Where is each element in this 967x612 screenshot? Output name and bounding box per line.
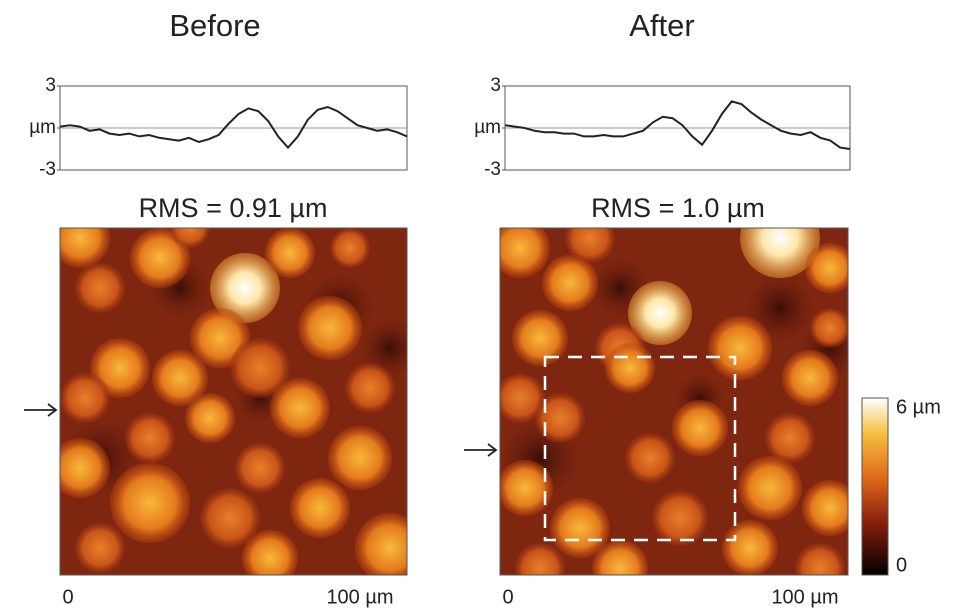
grain bbox=[802, 480, 848, 536]
grain bbox=[60, 373, 110, 423]
grain bbox=[328, 426, 392, 490]
grain bbox=[60, 228, 110, 268]
x-end-label: 100 µm bbox=[771, 586, 838, 608]
grain bbox=[708, 316, 772, 380]
grain bbox=[782, 350, 838, 406]
grain bbox=[265, 228, 315, 278]
x-start-label: 0 bbox=[502, 586, 513, 608]
grain bbox=[542, 255, 598, 311]
grain bbox=[185, 393, 235, 443]
grain bbox=[625, 433, 675, 483]
colorbar-max: 6 µm bbox=[896, 396, 941, 418]
grain bbox=[592, 540, 648, 575]
grain bbox=[628, 281, 692, 345]
grain bbox=[75, 523, 125, 573]
shadow bbox=[360, 318, 407, 378]
grain bbox=[805, 243, 848, 293]
grain bbox=[130, 228, 190, 288]
grain bbox=[535, 393, 585, 443]
grain bbox=[740, 228, 820, 278]
colorbar bbox=[861, 397, 889, 576]
afm-image bbox=[500, 228, 848, 575]
grain bbox=[652, 490, 708, 546]
rms-label: RMS = 0.91 µm bbox=[139, 193, 328, 223]
y-tick-label: -3 bbox=[39, 159, 56, 180]
grain bbox=[110, 463, 190, 543]
afm-image bbox=[60, 228, 407, 575]
grain bbox=[550, 498, 610, 558]
grain bbox=[345, 363, 395, 413]
grain bbox=[355, 513, 407, 575]
grain bbox=[500, 228, 550, 278]
y-tick-label: µm bbox=[474, 117, 501, 138]
colorbar-min: 0 bbox=[896, 554, 907, 576]
grain bbox=[290, 478, 350, 538]
rms-label: RMS = 1.0 µm bbox=[591, 193, 765, 223]
grain bbox=[152, 350, 208, 406]
grain bbox=[765, 413, 815, 463]
y-tick-label: 3 bbox=[45, 75, 56, 96]
grain bbox=[515, 543, 565, 575]
grain bbox=[60, 438, 110, 498]
grain bbox=[722, 520, 778, 575]
grain bbox=[500, 460, 553, 516]
grain bbox=[330, 228, 370, 268]
grain bbox=[565, 228, 615, 263]
grain bbox=[810, 308, 848, 348]
grain bbox=[298, 296, 362, 360]
grain bbox=[512, 310, 568, 366]
grain bbox=[500, 373, 545, 423]
grain bbox=[738, 456, 802, 520]
y-tick-label: µm bbox=[29, 117, 56, 138]
panel-title: Before bbox=[169, 8, 260, 43]
x-start-label: 0 bbox=[62, 586, 73, 608]
grain bbox=[200, 488, 260, 548]
image-frame bbox=[499, 227, 849, 576]
y-tick-label: 3 bbox=[490, 75, 501, 96]
dashed-region bbox=[543, 355, 737, 542]
grain bbox=[235, 443, 285, 493]
grain bbox=[242, 530, 298, 575]
grain bbox=[270, 378, 330, 438]
grain bbox=[605, 343, 655, 393]
image-frame bbox=[59, 227, 408, 576]
profile-line bbox=[504, 100, 851, 150]
panel-title: After bbox=[629, 8, 694, 43]
y-tick-label: -3 bbox=[484, 159, 501, 180]
grain bbox=[795, 543, 845, 575]
grain bbox=[170, 228, 210, 248]
x-end-label: 100 µm bbox=[326, 586, 393, 608]
grain bbox=[672, 400, 728, 456]
grain bbox=[210, 253, 280, 323]
profile-line bbox=[59, 105, 408, 150]
arrows bbox=[24, 403, 498, 457]
grain bbox=[75, 263, 125, 313]
grain bbox=[125, 413, 175, 463]
grain bbox=[230, 338, 290, 398]
